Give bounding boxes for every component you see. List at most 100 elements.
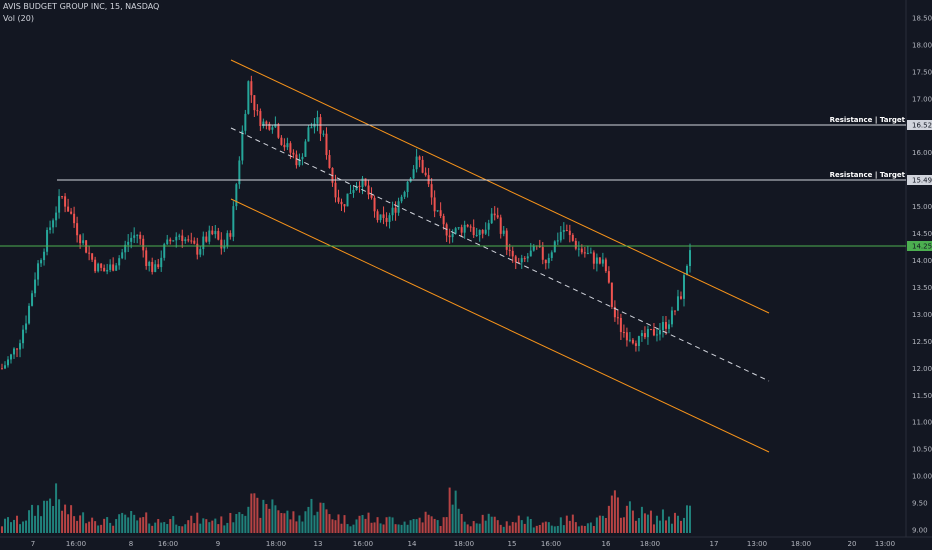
volume-bar [331, 519, 334, 533]
candle-body [511, 250, 514, 257]
candle-body [226, 233, 229, 247]
resistance-price-badge [907, 175, 932, 185]
candle-body [598, 257, 601, 264]
candle-body [37, 263, 40, 280]
volume-bar [253, 493, 256, 533]
volume-bar [340, 523, 343, 533]
volume-indicator-label[interactable]: Vol (20) [3, 14, 34, 23]
candle-body [25, 323, 28, 330]
volume-bar [91, 517, 94, 533]
candle-body [667, 324, 670, 329]
candle-body [43, 251, 46, 261]
candle-body [214, 231, 217, 235]
volume-bar [121, 512, 124, 533]
candle-body [178, 235, 181, 237]
candle-body [163, 244, 166, 258]
volume-bar [139, 517, 142, 533]
candle-body [565, 230, 568, 232]
volume-bar [592, 526, 595, 533]
candle-body [553, 241, 556, 253]
candle-body [652, 329, 655, 336]
candle-body [379, 214, 382, 221]
volume-bar [583, 525, 586, 533]
symbol-title[interactable]: AVIS BUDGET GROUP INC, 15, NASDAQ [3, 2, 160, 11]
volume-bar [550, 525, 553, 533]
candle-body [286, 143, 289, 148]
volume-bar [280, 513, 283, 533]
candle-body [76, 223, 79, 236]
candle-body [130, 237, 133, 242]
volume-bar [94, 521, 97, 533]
volume-bar [580, 525, 583, 533]
volume-bar [235, 513, 238, 533]
candle-body [70, 211, 73, 214]
volume-bar [628, 501, 631, 533]
candle-body [490, 213, 493, 224]
price-axis[interactable]: 18.5018.0017.5017.0016.5016.0015.5015.00… [912, 15, 932, 535]
candle-body [538, 246, 541, 248]
candle-body [508, 249, 511, 251]
volume-bar [199, 523, 202, 533]
candle-body [514, 256, 517, 263]
volume-bar [634, 520, 637, 533]
volume-bar [688, 505, 691, 533]
candle-body [64, 196, 67, 207]
volume-bar [316, 511, 319, 533]
volume-bar [319, 502, 322, 533]
volume-bar [1, 526, 3, 533]
volume-bar [529, 519, 532, 533]
volume-bar [460, 513, 463, 533]
candle-body [547, 257, 550, 264]
candle-body [349, 192, 352, 194]
volume-bar [4, 518, 7, 533]
volume-bar [409, 520, 412, 533]
candle-body [67, 206, 70, 212]
candle-body [376, 211, 379, 221]
candle-body [370, 194, 373, 198]
candle-body [196, 243, 199, 255]
candle-body [679, 296, 682, 299]
volume-bar [295, 521, 298, 533]
volume-bar [304, 511, 307, 533]
time-tick-label: 18:00 [640, 540, 660, 548]
volume-bar [487, 513, 490, 533]
candle-body [424, 172, 427, 176]
candle-body [220, 239, 223, 249]
volume-bar [589, 522, 592, 533]
candle-body [520, 258, 523, 263]
volume-bar [247, 506, 250, 533]
candle-body [250, 81, 253, 96]
time-axis[interactable]: 7 16:00 8 16:00 9 18:00 13 16:00 14 18:00 15 16:00 1… [31, 540, 895, 548]
volume-bar [661, 509, 664, 533]
candle-body [211, 230, 214, 235]
volume-bar [265, 503, 268, 533]
volume-bar [457, 508, 460, 533]
volume-bar [46, 500, 49, 533]
candle-body [415, 156, 418, 170]
candle-body [418, 156, 421, 160]
time-tick-label: 16 [602, 540, 611, 548]
candle-body [88, 252, 91, 254]
price-tick-label: 17.00 [912, 95, 932, 103]
candle-body [31, 293, 34, 306]
candle-body [145, 250, 148, 266]
candle-body [13, 348, 16, 355]
volume-bar [556, 525, 559, 533]
volume-bar [574, 522, 577, 533]
drawings[interactable]: Resistance | Target 16.52 Resistance | Tar… [0, 59, 932, 453]
volume-bar [682, 517, 685, 533]
volume-bar [559, 517, 562, 533]
price-tick-label: 9.50 [912, 500, 928, 508]
candle-body [304, 141, 307, 157]
volume-bar [241, 514, 244, 533]
volume-bar [298, 515, 301, 533]
volume-bar [472, 521, 475, 533]
volume-bar [568, 520, 571, 533]
candle-body [271, 127, 274, 130]
candle-body [595, 257, 598, 264]
candle-body [391, 207, 394, 216]
volume-bar [577, 526, 580, 533]
candle-body [4, 365, 7, 369]
candle-body [634, 343, 637, 346]
